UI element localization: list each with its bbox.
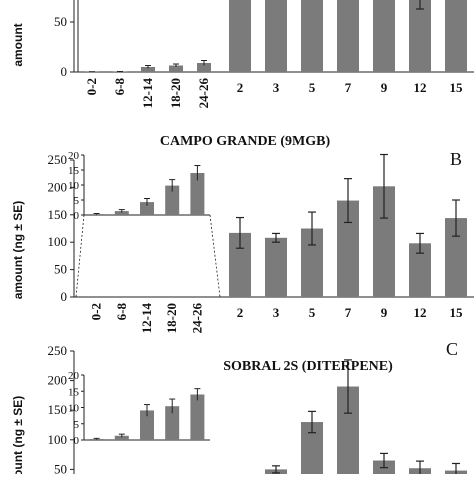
- x-tick-label: 7: [345, 305, 352, 320]
- panel-letter: C: [446, 339, 458, 359]
- y-tick-label: 50: [54, 461, 67, 474]
- inset-bar: [190, 395, 204, 441]
- inset-x-tick-label: 24-26: [196, 78, 211, 109]
- inset-y-tick-label: 15: [68, 386, 80, 398]
- inset-chart: 0 5 10 15 20: [68, 370, 210, 447]
- bar: [409, 0, 431, 72]
- inset-x-tick-label: 0-2: [84, 78, 99, 95]
- inset-y-tick-label: 0: [74, 210, 80, 222]
- bar: [265, 0, 287, 72]
- x-tick-label: 7: [345, 80, 352, 95]
- y-tick-label: 250: [48, 343, 68, 358]
- y-tick-label: 200: [48, 179, 68, 194]
- y-tick-label: 100: [48, 432, 68, 447]
- inset-chart: 0-2 6-8 12-14 18-20 24-26: [76, 0, 220, 108]
- inset-x-tick-label: 18-20: [168, 78, 183, 108]
- panel-3: 50 100 150 200 250 amount (ng ± SE) 0 5 10 15 20 SO…: [11, 339, 467, 474]
- inset-y-tick-label: 10: [68, 180, 80, 192]
- inset-y-tick-label: 20: [68, 370, 80, 382]
- y-tick-label: 100: [48, 234, 68, 249]
- y-axis-label: amount: [11, 23, 25, 66]
- bar: [337, 0, 359, 72]
- inset-chart: 0 5 10 15 20 0-2 6-8 12-14 18-20 24-26: [68, 150, 220, 333]
- x-tick-label: 9: [381, 80, 388, 95]
- inset-y-tick-label: 15: [68, 165, 80, 177]
- x-tick-label: 5: [309, 80, 316, 95]
- x-tick-label: 3: [273, 305, 280, 320]
- x-tick-label: 9: [381, 305, 388, 320]
- x-tick-label: 15: [450, 305, 464, 320]
- x-tick-label: 2: [237, 305, 244, 320]
- panel-title: CAMPO GRANDE (9MGB): [160, 134, 331, 149]
- bar: [445, 0, 467, 72]
- inset-y-tick-label: 5: [74, 195, 80, 207]
- y-tick-label: 0: [61, 289, 68, 304]
- x-tick-label: 12: [414, 305, 427, 320]
- x-tick-label: 15: [450, 80, 464, 95]
- x-tick-label: 5: [309, 305, 316, 320]
- y-tick-label: 50: [54, 262, 67, 277]
- inset-x-tick-label: 6-8: [112, 78, 127, 96]
- y-tick-label: 50: [54, 14, 67, 29]
- inset-y-tick-label: 10: [68, 403, 80, 415]
- y-tick-label: 0: [61, 64, 68, 79]
- inset-y-tick-label: 20: [68, 150, 80, 162]
- y-axis-label: amount (ng ± SE): [11, 396, 25, 474]
- y-tick-label: 150: [48, 402, 68, 417]
- inset-connector: [210, 215, 220, 297]
- inset-x-tick-label: 0-2: [89, 303, 104, 320]
- bar: [265, 238, 287, 297]
- x-tick-label: 2: [237, 80, 244, 95]
- bar: [301, 0, 323, 72]
- x-tick-label: 3: [273, 80, 280, 95]
- inset-y-tick-label: 0: [74, 435, 80, 447]
- panel-title: SOBRAL 2S (DITERPENE): [223, 359, 393, 374]
- inset-y-tick-label: 5: [74, 419, 80, 431]
- panel-letter: B: [450, 149, 462, 169]
- y-axis-label: amount (ng ± SE): [11, 201, 25, 300]
- bar: [373, 0, 395, 72]
- inset-x-tick-label: 24-26: [189, 303, 204, 334]
- inset-connector: [76, 215, 84, 297]
- bar: [229, 0, 251, 72]
- y-tick-label: 250: [48, 152, 68, 167]
- inset-x-tick-label: 18-20: [164, 303, 179, 333]
- inset-x-tick-label: 12-14: [140, 78, 155, 109]
- x-tick-label: 12: [414, 80, 427, 95]
- inset-x-tick-label: 12-14: [139, 303, 154, 334]
- panel-1: 0 50 amount 2 3 5 7 9 12 15 0-2 6-8 12-14 18-20 24-26: [11, 0, 474, 108]
- inset-x-tick-label: 6-8: [114, 303, 129, 321]
- y-tick-label: 200: [48, 373, 68, 388]
- y-tick-label: 150: [48, 207, 68, 222]
